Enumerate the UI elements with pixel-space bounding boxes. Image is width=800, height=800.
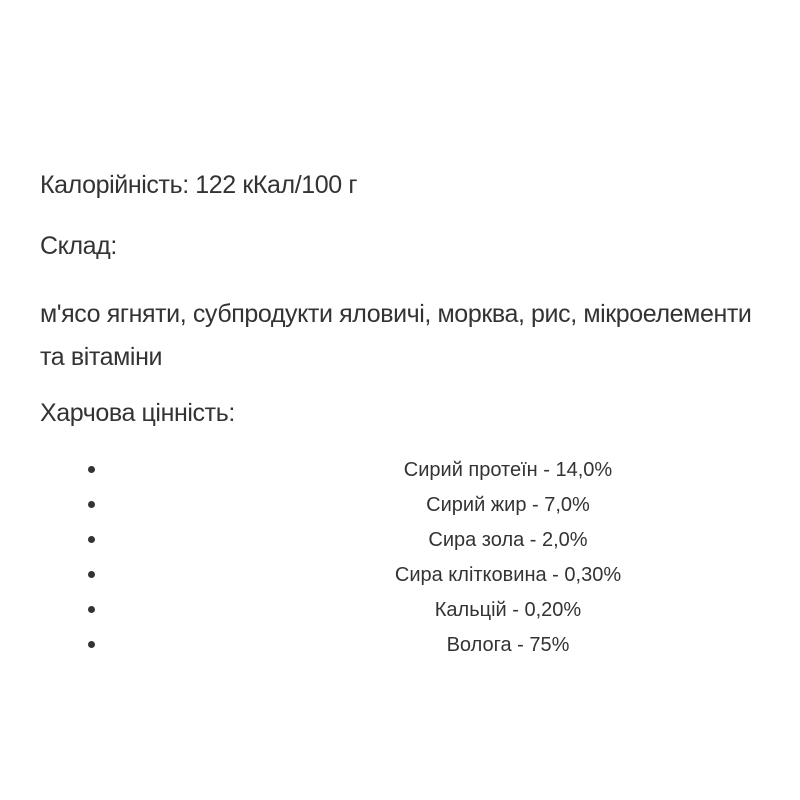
list-item: Сирий протеїн - 14,0% [0,455,800,490]
list-item: Сира клітковина - 0,30% [0,560,800,595]
bullet-icon [88,641,95,648]
composition-text: м'ясо ягняти, субпродукти яловичі, моркв… [40,300,752,371]
composition-heading: Склад: [40,232,117,260]
bullet-icon [88,606,95,613]
calories-text: Калорійність: 122 кКал/100 г [40,171,358,199]
bullet-icon [88,466,95,473]
nutrition-heading: Харчова цінність: [40,399,235,427]
bullet-icon [88,536,95,543]
bullet-icon [88,571,95,578]
nutrition-list: Сирий протеїн - 14,0% Сирий жир - 7,0% С… [0,455,800,665]
list-item: Сирий жир - 7,0% [0,490,800,525]
list-item: Кальцій - 0,20% [0,595,800,630]
list-item: Волога - 75% [0,630,800,665]
bullet-icon [88,501,95,508]
list-item: Сира зола - 2,0% [0,525,800,560]
